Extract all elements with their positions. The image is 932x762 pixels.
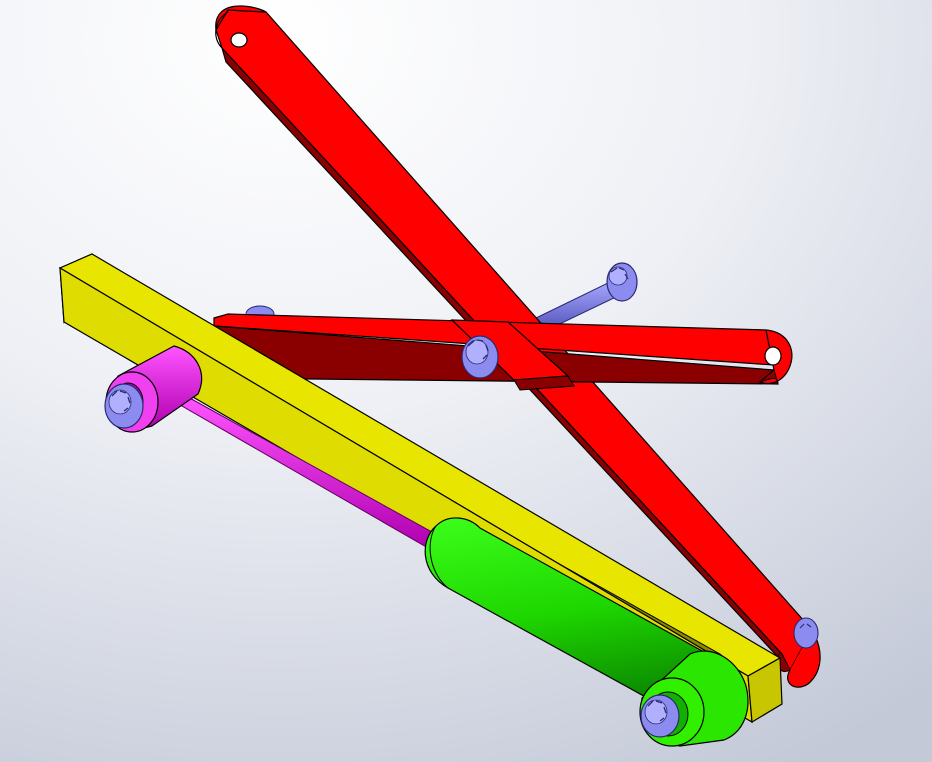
long-link-top-hole (230, 32, 248, 48)
blue-pin-cylinder[interactable] (640, 694, 680, 738)
blue-pin-clevis[interactable] (104, 383, 144, 429)
blue-pin-center[interactable] (461, 335, 499, 379)
blue-pin-right[interactable] (793, 617, 819, 649)
long-red-link-front-segment (450, 319, 575, 391)
short-link-right-hole (764, 346, 782, 366)
blue-rod-back[interactable] (535, 262, 638, 333)
